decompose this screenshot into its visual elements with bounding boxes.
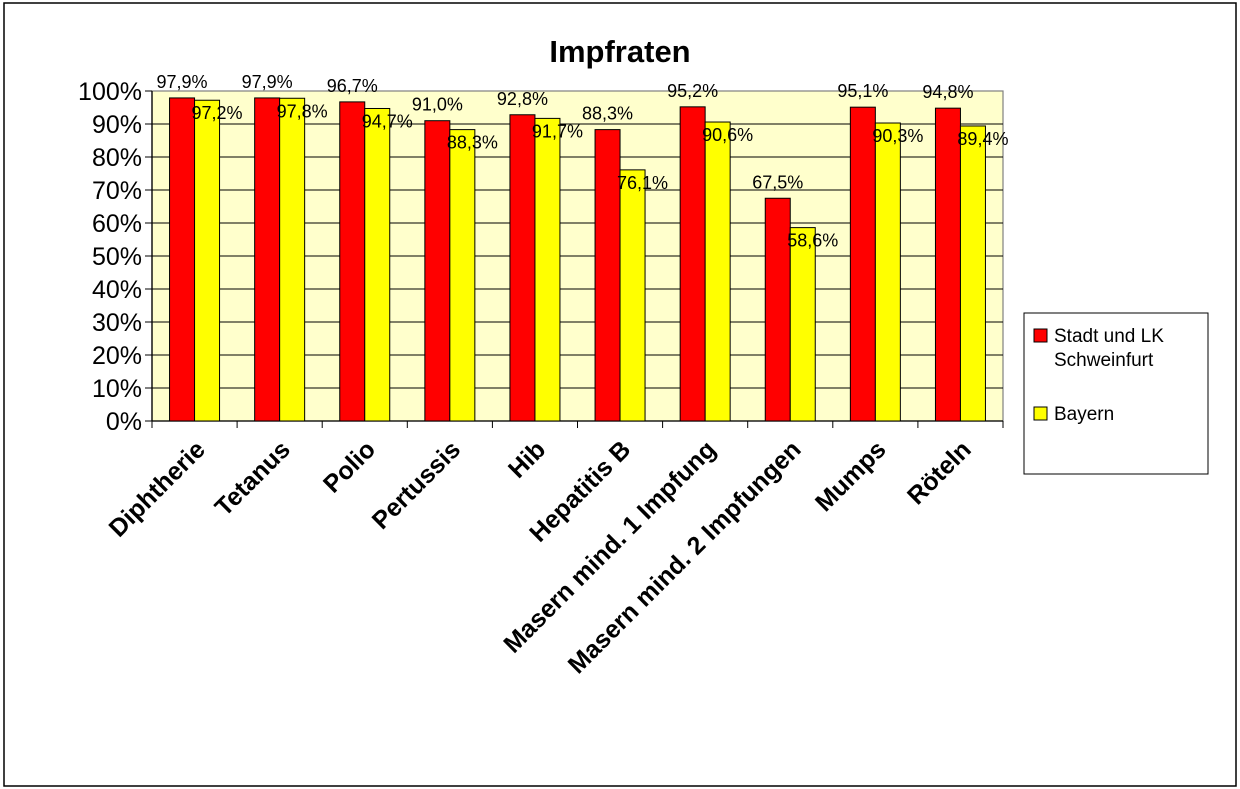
data-label: 97,8%	[277, 101, 328, 121]
data-label: 97,9%	[242, 72, 293, 92]
data-label: 97,9%	[157, 72, 208, 92]
y-tick-label: 80%	[92, 144, 142, 172]
data-label: 92,8%	[497, 89, 548, 109]
data-label: 91,0%	[412, 95, 463, 115]
bar	[679, 106, 706, 422]
bar	[424, 120, 451, 422]
bar	[169, 97, 196, 422]
bar	[849, 106, 876, 422]
bar	[339, 101, 366, 422]
data-label: 76,1%	[617, 173, 668, 193]
data-label: 96,7%	[327, 76, 378, 96]
y-tick-label: 20%	[92, 342, 142, 370]
bar	[704, 121, 731, 422]
chart-title: Impfraten	[549, 34, 690, 69]
y-tick-label: 50%	[92, 243, 142, 271]
bar	[449, 129, 476, 422]
bar	[364, 107, 391, 422]
bar	[619, 169, 646, 422]
legend-box	[1023, 312, 1209, 475]
bar	[509, 114, 536, 422]
y-tick-label: 10%	[92, 375, 142, 403]
data-label: 89,4%	[957, 129, 1008, 149]
data-label: 91,7%	[532, 121, 583, 141]
y-tick-label: 0%	[106, 408, 142, 436]
bar	[594, 129, 621, 422]
data-label: 88,3%	[582, 104, 633, 124]
legend-label: Bayern	[1054, 404, 1114, 425]
y-tick-label: 100%	[78, 78, 142, 106]
data-label: 88,3%	[447, 133, 498, 153]
y-tick-label: 40%	[92, 276, 142, 304]
legend-label: Stadt und LK	[1054, 326, 1164, 347]
data-label: 90,6%	[702, 125, 753, 145]
data-label: 94,8%	[922, 82, 973, 102]
bar	[279, 97, 306, 422]
bar	[194, 99, 221, 422]
legend-swatch	[1033, 328, 1048, 343]
legend: Stadt und LK Schweinfurt Bayern	[1023, 312, 1209, 475]
data-label: 95,2%	[667, 81, 718, 101]
data-label: 94,7%	[362, 111, 413, 131]
data-label: 90,3%	[872, 126, 923, 146]
bar	[934, 107, 961, 422]
data-label: 58,6%	[787, 231, 838, 251]
data-label: 67,5%	[752, 172, 803, 192]
y-tick-label: 70%	[92, 177, 142, 205]
legend-swatch	[1033, 406, 1048, 421]
y-tick-label: 90%	[92, 111, 142, 139]
bar	[534, 117, 561, 422]
bar	[874, 122, 901, 422]
bar	[959, 125, 986, 422]
bar	[254, 97, 281, 422]
y-tick-label: 30%	[92, 309, 142, 337]
data-label: 95,1%	[837, 81, 888, 101]
data-label: 97,2%	[192, 103, 243, 123]
bar	[789, 227, 816, 422]
legend-label: Schweinfurt	[1054, 350, 1154, 371]
y-tick-label: 60%	[92, 210, 142, 238]
